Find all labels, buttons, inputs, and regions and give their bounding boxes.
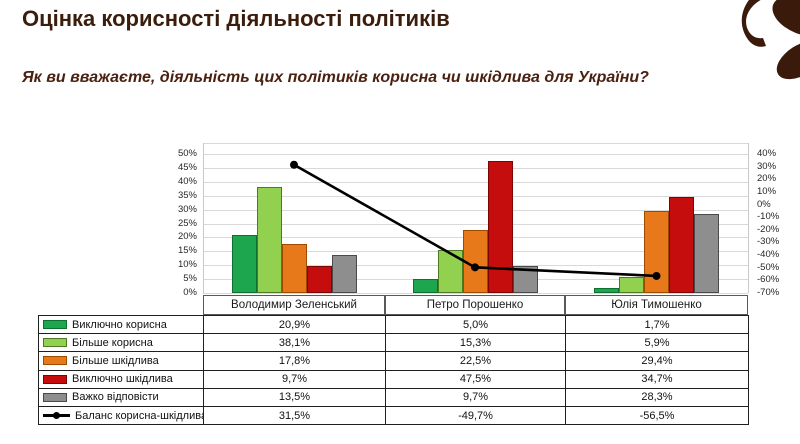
value-cell: 9,7% — [203, 369, 386, 389]
secondary-axis-tick: -40% — [757, 249, 780, 260]
value-cell: 20,9% — [203, 314, 386, 335]
category-label: Володимир Зеленський — [203, 295, 385, 315]
value-cell: -49,7% — [385, 405, 566, 426]
series-color-swatch — [43, 320, 67, 330]
secondary-axis-tick: 20% — [757, 173, 777, 184]
value-cell: 5,9% — [565, 333, 749, 353]
secondary-axis-tick: -60% — [757, 274, 780, 285]
series-label: Виключно корисна — [72, 318, 167, 331]
value-cell: 34,7% — [565, 369, 749, 389]
page-title: Оцінка корисності діяльності політиків — [22, 6, 450, 31]
primary-axis-tick: 10% — [177, 259, 197, 270]
series-label: Більше шкідлива — [72, 354, 159, 367]
grid-line — [203, 196, 748, 197]
bar — [437, 250, 463, 293]
value-cell: 28,3% — [565, 387, 749, 407]
grid-line — [203, 293, 748, 294]
grid-line — [203, 168, 748, 169]
series-label: Виключно шкідлива — [72, 373, 173, 386]
table-row: Виключно корисна 20,9% 5,0% 1,7% — [38, 314, 749, 335]
value-cell: 9,7% — [385, 387, 566, 407]
bar — [462, 230, 488, 293]
secondary-axis-tick: -30% — [757, 236, 780, 247]
table-row: Важко відповісти 13,5% 9,7% 28,3% — [38, 387, 749, 407]
survey-question: Як ви вважаєте, діяльність цих політиків… — [22, 69, 649, 86]
table-row: Виключно шкідлива 9,7% 47,5% 34,7% — [38, 369, 749, 389]
series-label: Більше корисна — [72, 336, 153, 349]
primary-axis-tick: 45% — [177, 162, 197, 173]
primary-axis-tick: 15% — [177, 245, 197, 256]
value-cell: 31,5% — [203, 405, 386, 426]
bar — [256, 187, 282, 293]
series-color-swatch — [43, 374, 67, 384]
value-cell: 22,5% — [385, 351, 566, 371]
series-label: Баланс корисна-шкідлива — [75, 409, 204, 422]
grid-line — [203, 182, 748, 183]
flower-logo-icon — [741, 0, 800, 80]
plot-right-border — [748, 143, 749, 293]
secondary-axis-tick: -20% — [757, 224, 780, 235]
secondary-axis-tick: 30% — [757, 161, 777, 172]
legend-cell: Більше корисна — [38, 333, 204, 353]
legend-cell: Більше шкідлива — [38, 351, 204, 371]
series-color-swatch — [43, 392, 67, 402]
value-cell: 1,7% — [565, 314, 749, 335]
table-row: Баланс корисна-шкідлива 31,5% -49,7% -56,5% — [38, 405, 749, 426]
series-color-swatch — [43, 356, 67, 366]
legend-cell: Баланс корисна-шкідлива — [38, 405, 204, 426]
primary-axis-tick: 40% — [177, 176, 197, 187]
value-cell: 47,5% — [385, 369, 566, 389]
value-cell: 29,4% — [565, 351, 749, 371]
primary-axis-tick: 25% — [177, 218, 197, 229]
legend-cell: Важко відповісти — [38, 387, 204, 407]
primary-axis-tick: 35% — [177, 190, 197, 201]
secondary-axis-tick: -50% — [757, 262, 780, 273]
primary-axis-tick: 30% — [177, 204, 197, 215]
bar — [331, 255, 357, 293]
secondary-axis-tick: 40% — [757, 148, 777, 159]
bar — [669, 197, 694, 293]
primary-axis-tick: 0% — [183, 287, 197, 298]
line-legend-icon — [43, 412, 70, 420]
primary-axis-tick: 20% — [177, 231, 197, 242]
bar — [412, 279, 438, 293]
bar — [487, 161, 513, 293]
secondary-axis-tick: 10% — [757, 186, 777, 197]
bar — [231, 235, 257, 293]
primary-axis-tick: 50% — [177, 148, 197, 159]
category-label: Юлія Тимошенко — [565, 295, 748, 315]
value-cell: 15,3% — [385, 333, 566, 353]
value-cell: 38,1% — [203, 333, 386, 353]
legend-cell: Виключно шкідлива — [38, 369, 204, 389]
secondary-axis-tick: -10% — [757, 211, 780, 222]
value-cell: 13,5% — [203, 387, 386, 407]
bar — [619, 277, 644, 293]
secondary-axis-tick: 0% — [757, 199, 771, 210]
series-color-swatch — [43, 338, 67, 348]
secondary-axis-tick: -70% — [757, 287, 780, 298]
bar — [306, 266, 332, 293]
table-row: Більше корисна 38,1% 15,3% 5,9% — [38, 333, 749, 353]
value-cell: 17,8% — [203, 351, 386, 371]
category-label: Петро Порошенко — [385, 295, 565, 315]
bar — [512, 266, 538, 293]
plot-left-border — [203, 143, 204, 293]
bar — [281, 244, 307, 293]
value-cell: 5,0% — [385, 314, 566, 335]
data-table: Виключно корисна 20,9% 5,0% 1,7% Більше кори… — [38, 314, 749, 426]
primary-axis-tick: 5% — [183, 273, 197, 284]
table-row: Більше шкідлива 17,8% 22,5% 29,4% — [38, 351, 749, 371]
value-cell: -56,5% — [565, 405, 749, 426]
series-label: Важко відповісти — [72, 391, 159, 404]
bar — [694, 214, 719, 293]
legend-cell: Виключно корисна — [38, 314, 204, 335]
bar — [644, 211, 669, 293]
grid-line — [203, 154, 748, 155]
plot-top-border — [203, 143, 748, 144]
bar — [594, 288, 619, 293]
